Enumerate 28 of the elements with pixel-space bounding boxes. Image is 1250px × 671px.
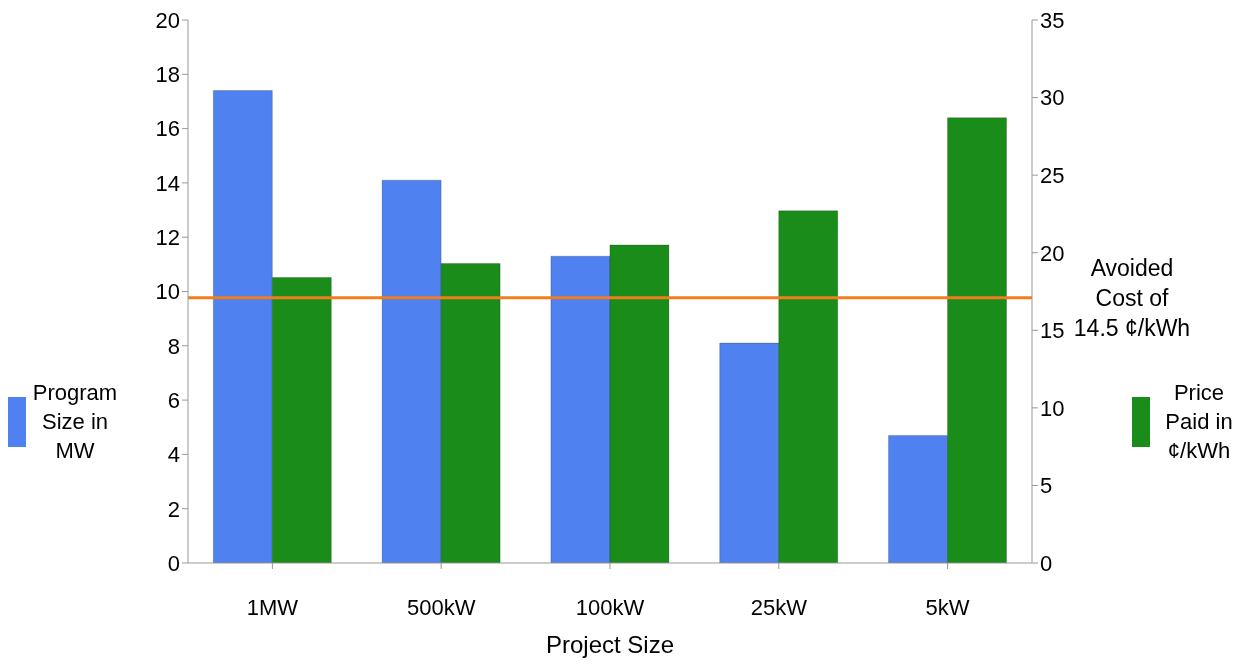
y2-tick-label: 35 [1040,7,1065,33]
y-tick-label: 18 [155,62,180,88]
y-tick-label: 2 [167,496,180,522]
y2-tick-label: 20 [1040,240,1065,266]
y-tick-label: 0 [167,550,180,576]
legend-label: Program Size in MW [32,379,118,465]
ref-line-label: Avoided Cost of 14.5 ¢/kWh [1073,254,1191,341]
y2-tick-label: 25 [1040,162,1065,188]
x-axis-title: Project Size [545,631,675,658]
y2-tick-label: 15 [1040,318,1065,344]
y-tick-label: 12 [155,225,180,251]
y-tick-label: 10 [155,279,180,305]
y-tick-label: 6 [167,387,180,413]
y-tick-label: 14 [155,170,180,196]
y2-tick-label: 0 [1040,550,1053,576]
x-tick-label: 5kW [925,594,970,620]
y2-tick-label: 5 [1040,473,1053,499]
y-tick-label: 16 [155,116,180,142]
y2-tick-label: 30 [1040,85,1065,111]
x-tick-label: 100kW [575,594,645,620]
x-tick-label: 1MW [246,594,299,620]
y-tick-label: 8 [167,333,180,359]
x-tick-label: 25kW [750,594,808,620]
x-tick-label: 500kW [406,594,476,620]
y2-tick-label: 10 [1040,395,1065,421]
legend-label: Price Paid in ¢/kWh [1164,379,1234,465]
y-tick-label: 20 [155,7,180,33]
y-tick-label: 4 [167,442,180,468]
